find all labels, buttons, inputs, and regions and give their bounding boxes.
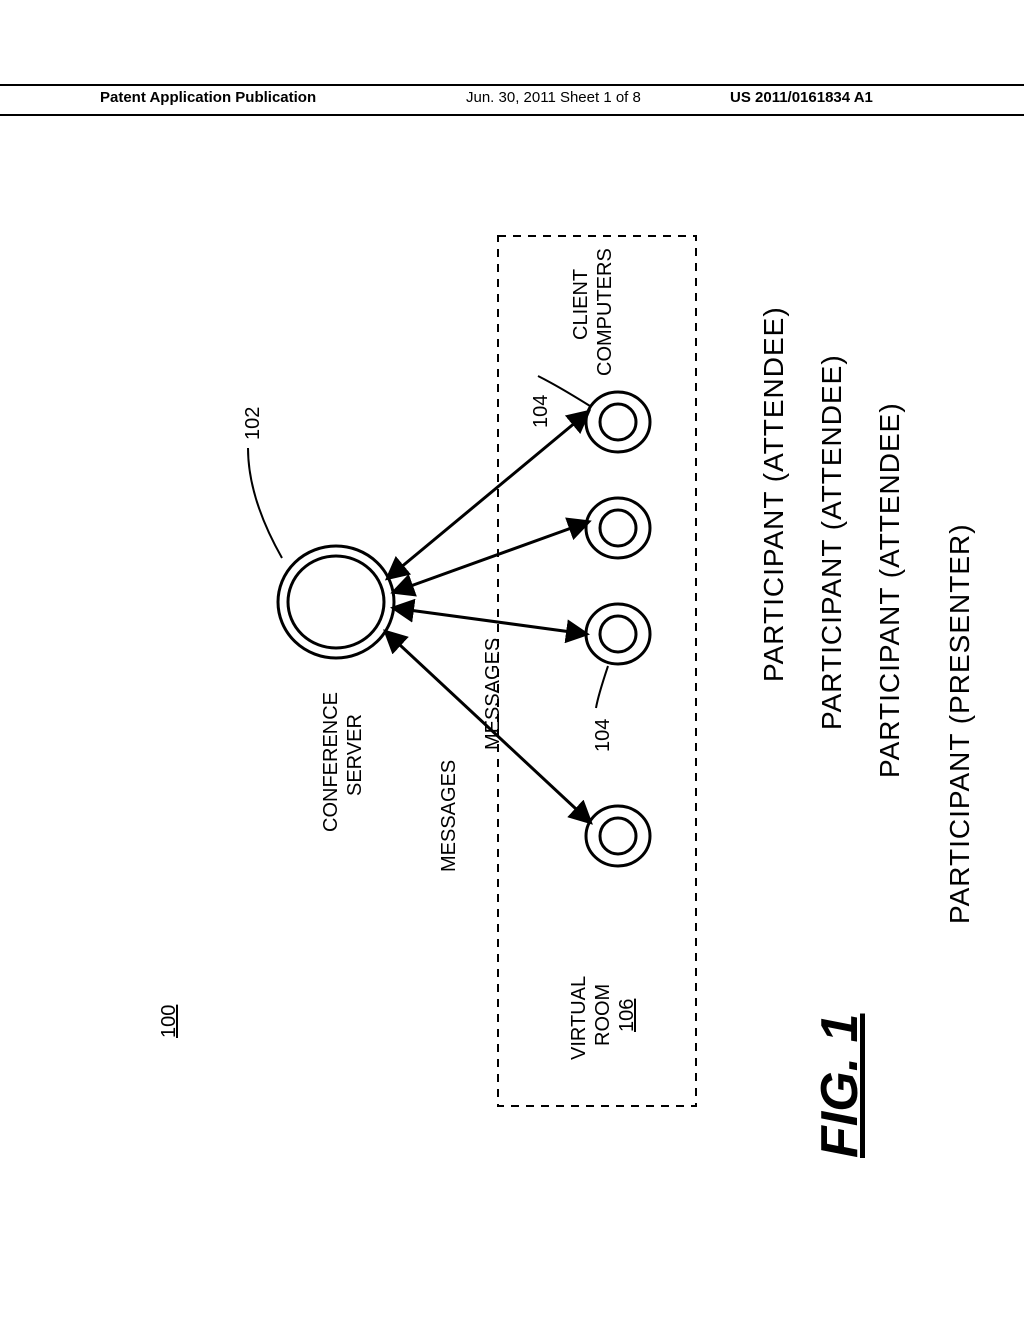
client-ref-b: 104 <box>592 719 615 752</box>
client-node-inner <box>600 404 636 440</box>
client-node-inner <box>600 616 636 652</box>
system-ref: 100 <box>158 1005 181 1038</box>
virtual-room-line1: VIRTUAL <box>568 976 591 1060</box>
server-ref: 102 <box>242 407 265 440</box>
participant-label: PARTICIPANT (PRESENTER) <box>944 523 976 924</box>
client-node <box>586 604 650 664</box>
header-right: US 2011/0161834 A1 <box>730 89 873 106</box>
leader-client-104b <box>596 666 608 708</box>
server-inner-ellipse <box>288 556 384 648</box>
diagram-svg <box>98 148 926 1208</box>
client-node <box>586 392 650 452</box>
page: Patent Application Publication Jun. 30, … <box>0 0 1024 1320</box>
clients-label-line2: COMPUTERS <box>594 248 617 376</box>
msg-edge <box>394 608 586 634</box>
figure-1: 100 102 CONFERENCE SERVER CLIENT COMPUTE… <box>98 148 926 1208</box>
figure-title: FIG. 1 <box>810 1014 870 1158</box>
virtual-room-line2: ROOM <box>592 984 615 1046</box>
client-node <box>586 806 650 866</box>
msg-edge <box>394 522 588 592</box>
clients-label-line1: CLIENT <box>570 269 593 340</box>
server-outer-ellipse <box>278 546 394 658</box>
messages-label-a: MESSAGES <box>482 638 505 750</box>
participant-label: PARTICIPANT (ATTENDEE) <box>874 402 906 778</box>
server-label-line2: SERVER <box>344 714 367 796</box>
client-node-inner <box>600 818 636 854</box>
header-left: Patent Application Publication <box>100 89 316 106</box>
server-label-line1: CONFERENCE <box>320 692 343 832</box>
client-ref-a: 104 <box>530 395 553 428</box>
virtual-room-ref: 106 <box>616 999 639 1032</box>
header-center: Jun. 30, 2011 Sheet 1 of 8 <box>466 89 641 106</box>
page-header: Patent Application Publication Jun. 30, … <box>0 84 1024 116</box>
participant-label: PARTICIPANT (ATTENDEE) <box>816 354 848 730</box>
client-node-inner <box>600 510 636 546</box>
participant-label: PARTICIPANT (ATTENDEE) <box>758 306 790 682</box>
msg-edge <box>388 412 588 578</box>
client-node <box>586 498 650 558</box>
leader-server-102 <box>248 448 282 558</box>
messages-label-b: MESSAGES <box>438 760 461 872</box>
